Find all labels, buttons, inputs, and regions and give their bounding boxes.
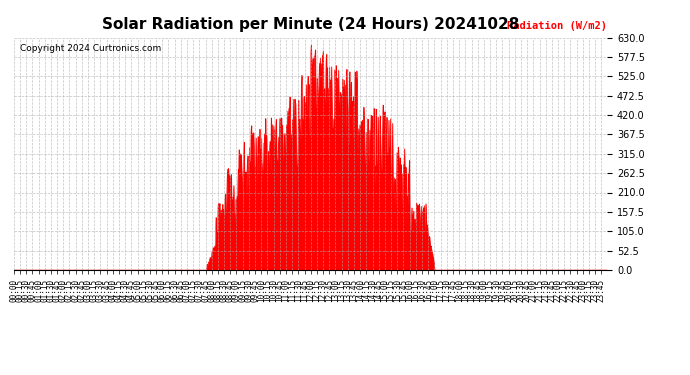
Text: Radiation (W/m2): Radiation (W/m2) (507, 21, 607, 30)
Title: Solar Radiation per Minute (24 Hours) 20241028: Solar Radiation per Minute (24 Hours) 20… (102, 17, 519, 32)
Text: Copyright 2024 Curtronics.com: Copyright 2024 Curtronics.com (20, 45, 161, 54)
